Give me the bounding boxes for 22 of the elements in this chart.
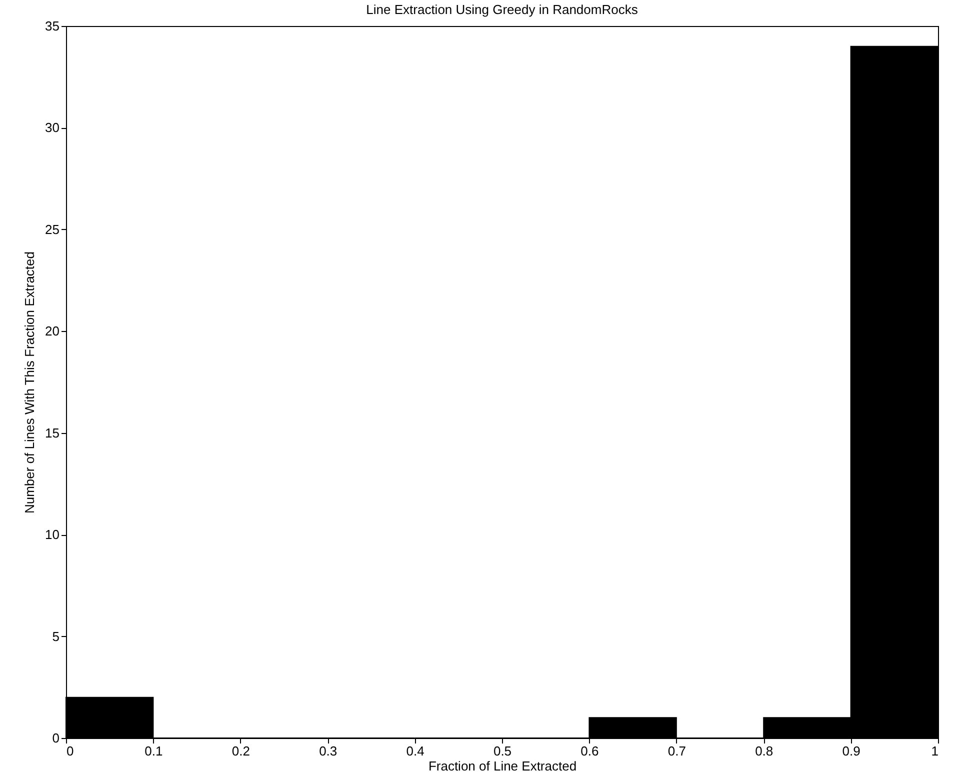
x-tick-label: 0 (66, 744, 74, 758)
y-tick-label: 0 (52, 730, 60, 746)
x-tick-label: 0.7 (668, 744, 686, 758)
x-tick-label: 0.9 (842, 744, 860, 758)
y-tick-label: 25 (45, 222, 60, 237)
x-tick-label: 0.6 (580, 744, 599, 758)
x-axis-title: Fraction of Line Extracted (428, 758, 577, 774)
x-tick-label: 0.1 (144, 744, 163, 758)
x-tick-label: 0.8 (755, 744, 774, 758)
y-tick-label: 10 (45, 527, 60, 542)
x-tick-label: 0.2 (232, 744, 250, 758)
chart-title: Line Extraction Using Greedy in RandomRocks (366, 2, 638, 17)
x-tick-label: 0.4 (406, 744, 424, 758)
x-tick-label: 0.3 (319, 744, 338, 758)
y-tick-label: 5 (52, 628, 60, 644)
y-tick-label: 30 (45, 120, 60, 136)
x-tick-label: 1 (931, 744, 938, 758)
y-tick-label: 15 (45, 425, 60, 440)
y-tick-label: 35 (45, 18, 60, 34)
x-tick-label: 0.5 (493, 744, 512, 758)
y-tick-label: 20 (45, 324, 60, 339)
y-axis-title: Number of Lines With This Fraction Extracted (22, 251, 38, 514)
